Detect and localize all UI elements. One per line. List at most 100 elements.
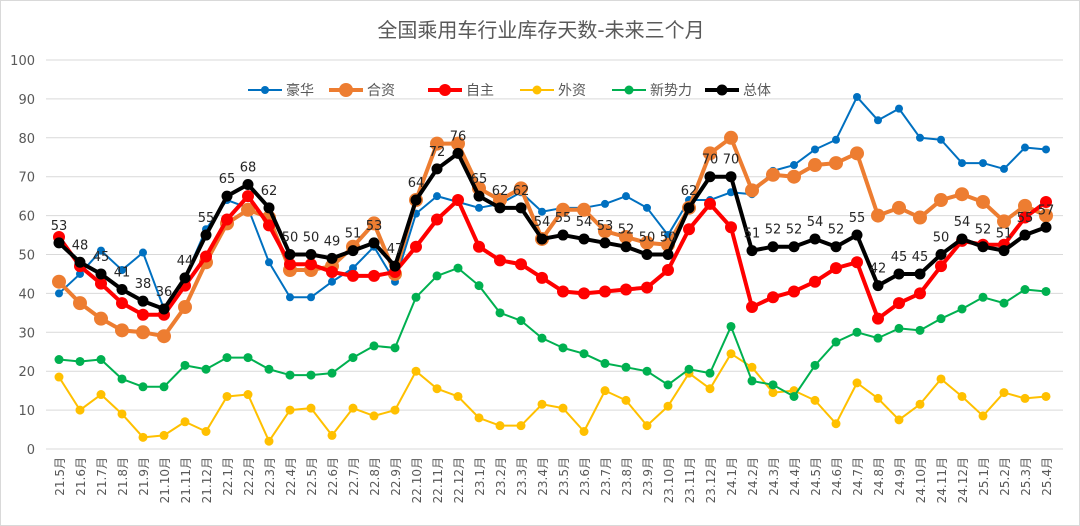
data-point	[264, 436, 274, 446]
data-point	[662, 264, 674, 277]
data-point	[368, 269, 380, 282]
data-point	[745, 183, 759, 198]
data-label: 51	[996, 227, 1013, 242]
data-point	[937, 135, 945, 144]
data-label: 45	[93, 250, 110, 265]
data-point	[368, 237, 380, 249]
x-tick-label: 22.5月	[305, 457, 319, 496]
data-label: 62	[513, 184, 530, 199]
data-label: 65	[219, 172, 236, 187]
data-point	[327, 430, 337, 440]
legend-item: 外资	[520, 83, 586, 99]
data-point	[494, 254, 506, 267]
x-tick-label: 24.5月	[809, 457, 823, 496]
data-point	[830, 241, 842, 253]
data-point	[957, 391, 967, 401]
data-point	[264, 364, 274, 374]
data-label: 55	[198, 211, 215, 226]
y-tick-label: 70	[18, 171, 35, 186]
x-tick-label: 23.6月	[578, 457, 592, 496]
x-tick-label: 24.2月	[746, 457, 760, 496]
data-point	[137, 308, 149, 321]
data-point	[704, 171, 716, 183]
data-point	[788, 241, 800, 253]
data-point	[136, 325, 150, 340]
y-tick-label: 30	[18, 326, 35, 341]
data-label: 54	[954, 215, 971, 230]
data-point	[242, 190, 254, 203]
x-tick-label: 23.7月	[599, 457, 613, 496]
data-point	[599, 237, 611, 249]
legend-marker	[532, 85, 542, 95]
data-point	[52, 274, 66, 289]
data-point	[201, 364, 211, 374]
x-tick-label: 23.12月	[704, 457, 718, 503]
x-tick-label: 24.6月	[830, 457, 844, 496]
data-point	[474, 413, 484, 423]
data-point	[117, 374, 127, 384]
data-point	[622, 192, 630, 201]
data-point	[514, 181, 528, 196]
data-label: 54	[576, 215, 593, 230]
data-label: 62	[261, 184, 278, 199]
data-point	[306, 403, 316, 413]
data-label: 50	[933, 231, 950, 246]
data-point	[663, 401, 673, 411]
x-tick-label: 23.1月	[473, 457, 487, 496]
data-point	[137, 295, 149, 307]
data-point	[411, 366, 421, 376]
data-point	[495, 308, 505, 318]
legend-item: 总体	[705, 83, 771, 99]
x-tick-label: 24.9月	[893, 457, 907, 496]
data-label: 42	[870, 262, 887, 277]
data-point	[641, 249, 653, 260]
data-point	[558, 343, 568, 353]
data-point	[873, 333, 883, 343]
data-point	[1020, 393, 1030, 403]
x-tick-label: 23.2月	[494, 457, 508, 496]
legend-label: 外资	[558, 83, 586, 99]
data-point	[830, 262, 842, 275]
data-point	[76, 269, 84, 278]
x-tick-label: 23.5月	[557, 457, 571, 496]
x-tick-label: 24.10月	[914, 457, 928, 503]
data-point	[894, 415, 904, 425]
data-point	[305, 258, 317, 271]
data-point	[999, 388, 1009, 398]
data-point	[369, 411, 379, 421]
data-point	[97, 246, 105, 255]
data-point	[116, 297, 128, 310]
data-point	[978, 292, 988, 302]
data-point	[642, 421, 652, 431]
x-tick-label: 22.8月	[368, 457, 382, 496]
data-point	[936, 374, 946, 384]
y-tick-label: 90	[18, 93, 35, 108]
data-point	[1018, 198, 1032, 213]
data-point	[766, 167, 780, 182]
data-point	[1020, 285, 1030, 295]
data-point	[643, 203, 651, 212]
data-point	[306, 370, 316, 380]
data-point	[809, 233, 821, 245]
data-point	[893, 268, 905, 280]
data-point	[75, 356, 85, 366]
data-point	[1040, 221, 1052, 233]
data-label: 50	[282, 231, 299, 246]
data-point	[892, 200, 906, 215]
data-point	[222, 391, 232, 401]
data-point	[768, 380, 778, 390]
data-point	[516, 316, 526, 326]
data-label: 50	[660, 231, 677, 246]
data-point	[73, 296, 87, 311]
y-tick-label: 50	[18, 249, 35, 264]
y-tick-label: 100	[10, 54, 35, 69]
x-tick-label: 21.6月	[74, 457, 88, 496]
data-label: 72	[429, 145, 446, 160]
data-point	[600, 386, 610, 396]
y-tick-label: 0	[27, 443, 35, 458]
x-tick-label: 21.10月	[158, 457, 172, 503]
x-tick-label: 22.10月	[410, 457, 424, 503]
legend-label: 新势力	[650, 83, 692, 99]
data-point	[95, 268, 107, 280]
data-point	[724, 130, 738, 145]
